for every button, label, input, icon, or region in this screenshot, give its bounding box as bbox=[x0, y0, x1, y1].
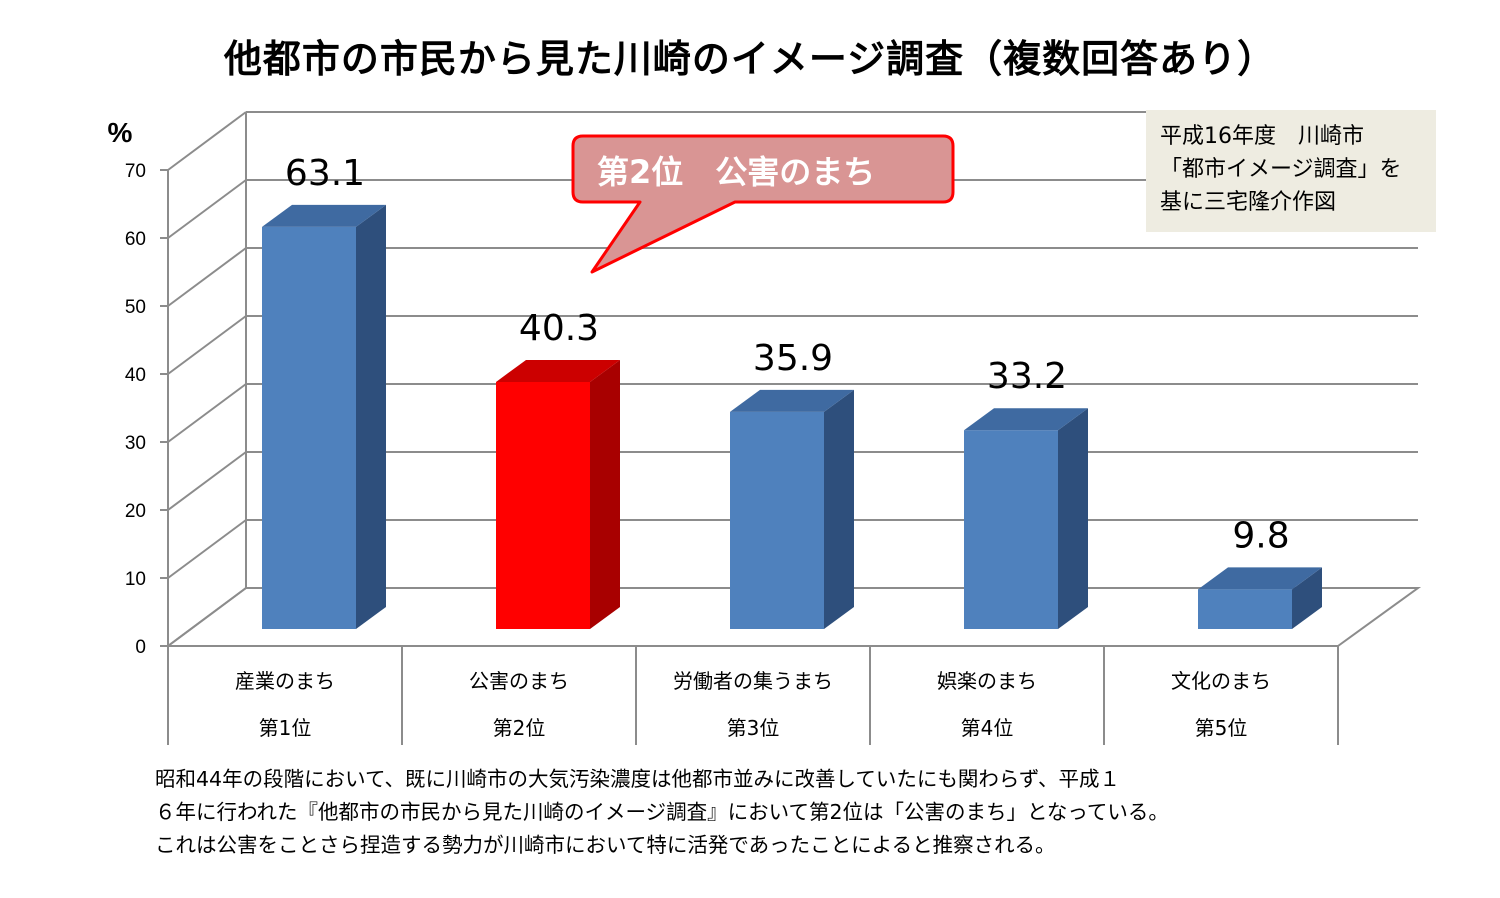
y-tick-label: 50 bbox=[125, 297, 146, 318]
rank-label: 第2位 bbox=[493, 716, 546, 740]
y-tick-label: 60 bbox=[125, 229, 146, 250]
bars bbox=[262, 204, 1322, 630]
source-note-line: 基に三宅隆介作図 bbox=[1160, 190, 1337, 215]
footnote: 昭和44年の段階において、既に川崎市の大気汚染濃度は他都市並みに改善していたにも… bbox=[155, 763, 1385, 862]
bar bbox=[262, 204, 386, 630]
rank-label: 第4位 bbox=[961, 716, 1014, 740]
callout-text: 第2位 公害のまち bbox=[597, 153, 875, 191]
gridline-diagonal bbox=[167, 519, 247, 579]
gridline-diagonal bbox=[167, 451, 247, 511]
source-note-line: 平成16年度 川崎市 bbox=[1160, 124, 1364, 149]
gridline-diagonal bbox=[167, 179, 247, 239]
category-label: 労働者の集うまち bbox=[673, 669, 833, 693]
chart-title: 他都市の市民から見た川崎のイメージ調査（複数回答あり） bbox=[223, 37, 1277, 81]
bar-front bbox=[496, 381, 590, 629]
gridline-diagonal bbox=[167, 315, 247, 375]
footnote-line: 昭和44年の段階において、既に川崎市の大気汚染濃度は他都市並みに改善していたにも… bbox=[155, 767, 1120, 791]
bar-front bbox=[730, 411, 824, 629]
data-label: 63.1 bbox=[285, 153, 365, 194]
rank-label: 第3位 bbox=[727, 716, 780, 740]
y-tick-label: 0 bbox=[135, 637, 146, 658]
callout: 第2位 公害のまち bbox=[571, 134, 955, 274]
rank-label: 第5位 bbox=[1195, 716, 1248, 740]
data-label: 40.3 bbox=[519, 308, 599, 349]
source-note-line: 「都市イメージ調査」を bbox=[1160, 157, 1402, 182]
bar-top bbox=[730, 389, 854, 412]
source-note: 平成16年度 川崎市 「都市イメージ調査」を 基に三宅隆介作図 bbox=[1146, 110, 1436, 232]
y-tick-label: 40 bbox=[125, 365, 146, 386]
bar bbox=[964, 408, 1088, 629]
bar bbox=[730, 389, 854, 629]
y-tick-label: 70 bbox=[125, 161, 146, 182]
data-label: 35.9 bbox=[753, 338, 833, 379]
bar-side bbox=[1058, 408, 1088, 629]
footnote-line: これは公害をことさら捏造する勢力が川崎市において特に活発であったことによると推察… bbox=[155, 833, 1056, 857]
bar-front bbox=[262, 226, 356, 630]
category-label: 文化のまち bbox=[1171, 669, 1271, 693]
bar-side bbox=[1292, 567, 1322, 629]
data-labels: 63.1 40.3 35.9 33.2 9.8 bbox=[285, 153, 1290, 556]
y-axis: 0 10 20 30 40 50 60 70% bbox=[108, 117, 168, 658]
bar-front bbox=[1198, 589, 1292, 629]
y-tick-label: 10 bbox=[125, 569, 146, 590]
bar bbox=[496, 359, 620, 629]
category-label: 産業のまち bbox=[235, 669, 335, 693]
bar-side bbox=[590, 359, 620, 629]
y-axis-label: % bbox=[108, 117, 133, 148]
data-label: 9.8 bbox=[1232, 515, 1289, 556]
bar bbox=[1198, 567, 1322, 629]
gridline-diagonal bbox=[167, 247, 247, 307]
bar-top bbox=[1198, 567, 1322, 590]
rank-label: 第1位 bbox=[259, 716, 312, 740]
y-tick-label: 20 bbox=[125, 501, 146, 522]
bar-top bbox=[496, 359, 620, 382]
category-label: 娯楽のまち bbox=[937, 669, 1037, 693]
gridline-diagonal bbox=[167, 383, 247, 443]
footnote-line: ６年に行われた『他都市の市民から見た川崎のイメージ調査』において第2位は「公害の… bbox=[155, 800, 1169, 824]
data-label: 33.2 bbox=[987, 356, 1067, 397]
bar-side bbox=[356, 204, 386, 630]
y-tick-label: 30 bbox=[125, 433, 146, 454]
callout-bubble bbox=[571, 134, 955, 274]
bar-top bbox=[964, 408, 1088, 431]
bar-top bbox=[262, 204, 386, 227]
bar-side bbox=[824, 389, 854, 629]
bar-front bbox=[964, 430, 1058, 629]
gridline-diagonal bbox=[167, 111, 247, 171]
category-label: 公害のまち bbox=[469, 669, 569, 693]
